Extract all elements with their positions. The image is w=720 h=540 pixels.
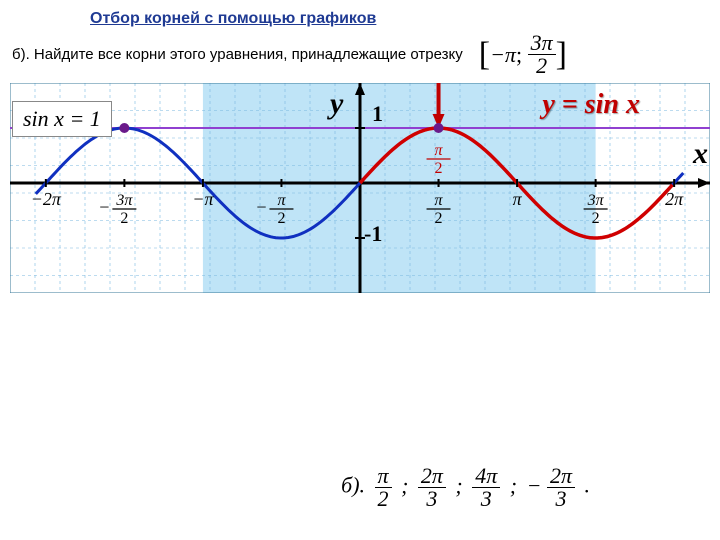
svg-text:2π: 2π — [665, 189, 684, 209]
svg-text:−π: −π — [192, 189, 214, 209]
svg-text:2: 2 — [435, 210, 443, 227]
svg-text:2: 2 — [277, 210, 285, 227]
page-title: Отбор корней с помощью графиков — [90, 10, 710, 28]
svg-text:−: − — [256, 197, 266, 217]
y-axis-label: y — [330, 87, 343, 121]
subtitle-row: б). Найдите все корни этого уравнения, п… — [12, 32, 710, 77]
svg-text:π: π — [435, 142, 444, 159]
equation-box: sin x = 1 — [12, 101, 112, 137]
subtitle: б). Найдите все корни этого уравнения, п… — [12, 46, 463, 63]
svg-text:2: 2 — [435, 160, 443, 177]
interval-right-num: 3π — [528, 32, 556, 55]
svg-text:3π: 3π — [587, 192, 605, 209]
svg-text:π: π — [277, 192, 286, 209]
interval-left: −π — [490, 42, 516, 68]
interval: [ −π ; 3π 2 ] — [479, 32, 567, 77]
x-axis-label: x — [693, 137, 708, 171]
svg-text:π: π — [513, 189, 523, 209]
svg-text:−2π: −2π — [31, 189, 62, 209]
chart: sin x = 1 y x 1 -1 y = sin x −2π−3π2−π−π… — [10, 83, 710, 293]
minus-one-label: -1 — [364, 221, 382, 247]
curve-label: y = sin x — [542, 89, 640, 121]
one-label: 1 — [372, 101, 383, 127]
svg-text:−: − — [99, 197, 109, 217]
answer-prefix: б). — [341, 473, 365, 498]
interval-right-den: 2 — [528, 55, 556, 77]
svg-text:2: 2 — [120, 210, 128, 227]
svg-text:2: 2 — [592, 210, 600, 227]
answer-line: б). π2 ; 2π3 ; 4π3 ; − 2π3 . — [341, 465, 590, 510]
answers: π2 ; 2π3 ; 4π3 ; − 2π3 — [371, 473, 579, 498]
svg-text:3π: 3π — [115, 192, 133, 209]
svg-text:π: π — [435, 192, 444, 209]
